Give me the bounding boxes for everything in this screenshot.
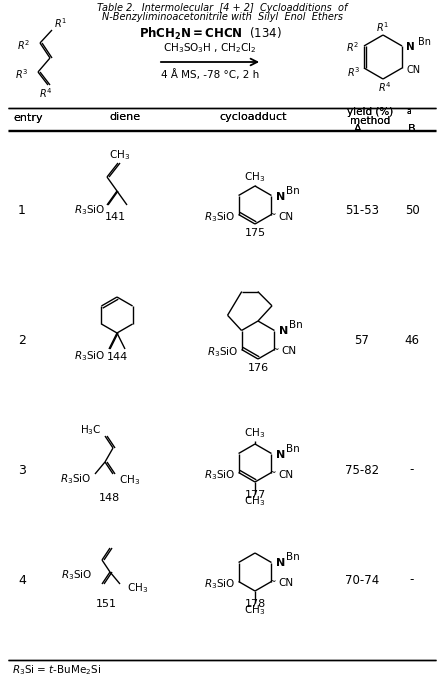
Text: yield (%): yield (%) — [347, 107, 393, 117]
Text: CH$_3$: CH$_3$ — [244, 494, 266, 508]
Text: ~: ~ — [269, 577, 276, 586]
Text: 70-74: 70-74 — [345, 573, 379, 586]
Text: 1: 1 — [18, 204, 26, 217]
Text: ~: ~ — [269, 468, 276, 477]
Text: 175: 175 — [245, 228, 266, 238]
Text: $R_3$SiO: $R_3$SiO — [207, 346, 238, 359]
Text: 4: 4 — [18, 573, 26, 586]
Text: -: - — [410, 573, 414, 586]
Text: ~: ~ — [269, 210, 276, 219]
Text: $R^4$: $R^4$ — [378, 80, 392, 94]
Text: a: a — [406, 108, 411, 117]
Text: yield (%): yield (%) — [347, 107, 393, 117]
Text: CH$_3$: CH$_3$ — [127, 581, 148, 595]
Text: cycloadduct: cycloadduct — [219, 112, 287, 122]
Text: CH$_3$: CH$_3$ — [244, 426, 266, 440]
Text: A: A — [354, 124, 362, 134]
Text: 4 Å MS, -78 °C, 2 h: 4 Å MS, -78 °C, 2 h — [161, 70, 259, 81]
Text: 177: 177 — [244, 490, 266, 500]
Text: Bn: Bn — [289, 320, 303, 331]
Text: $R^3$: $R^3$ — [15, 67, 28, 81]
Text: 46: 46 — [404, 333, 420, 346]
Text: $R_3$SiO: $R_3$SiO — [204, 469, 236, 482]
Text: A: A — [354, 124, 362, 134]
Text: $\mathbf{PhCH_2N{=}CHCN}$  (134): $\mathbf{PhCH_2N{=}CHCN}$ (134) — [139, 26, 281, 42]
Text: method: method — [350, 116, 390, 126]
Text: ~: ~ — [272, 345, 279, 354]
Text: 151: 151 — [95, 599, 116, 609]
Text: 57: 57 — [355, 333, 369, 346]
Text: $R_3$SiO: $R_3$SiO — [61, 568, 92, 582]
Text: CH$_3$: CH$_3$ — [109, 148, 131, 162]
Text: 178: 178 — [244, 599, 266, 609]
Text: CH$_3$: CH$_3$ — [244, 170, 266, 184]
Text: method: method — [350, 116, 390, 126]
Text: 176: 176 — [247, 363, 269, 373]
Text: CN: CN — [278, 469, 293, 480]
Text: $\rm{CH_3SO_3H}$ , $\rm{CH_2Cl_2}$: $\rm{CH_3SO_3H}$ , $\rm{CH_2Cl_2}$ — [163, 41, 257, 55]
Text: 148: 148 — [99, 493, 119, 503]
Text: Bn: Bn — [286, 186, 300, 195]
Text: CH$_3$: CH$_3$ — [119, 473, 140, 487]
Text: 144: 144 — [107, 352, 127, 362]
Text: CN: CN — [278, 578, 293, 589]
Text: $R^1$: $R^1$ — [377, 20, 389, 34]
Text: $R_3$SiO: $R_3$SiO — [204, 578, 236, 591]
Text: diene: diene — [109, 112, 141, 122]
Text: $R_3$SiO: $R_3$SiO — [204, 210, 236, 224]
Text: Bn: Bn — [286, 444, 300, 453]
Text: entry: entry — [13, 113, 43, 123]
Text: $R^2$: $R^2$ — [17, 38, 30, 52]
Text: cycloadduct: cycloadduct — [219, 112, 287, 122]
Text: $R_3$SiO: $R_3$SiO — [60, 472, 91, 486]
Text: N-Benzyliminoacetonitrile with  Silyl  Enol  Ethers: N-Benzyliminoacetonitrile with Silyl Eno… — [102, 12, 342, 22]
Text: $R^2$: $R^2$ — [346, 40, 359, 54]
Text: H$_3$C: H$_3$C — [80, 423, 102, 437]
Text: $R_3$SiO: $R_3$SiO — [74, 203, 105, 217]
Text: $R^3$: $R^3$ — [347, 65, 360, 79]
Text: CH$_3$: CH$_3$ — [244, 603, 266, 617]
Text: 50: 50 — [404, 204, 420, 217]
Text: $R^1$: $R^1$ — [54, 16, 67, 30]
Text: a: a — [406, 108, 411, 117]
Text: $R^4$: $R^4$ — [39, 86, 53, 100]
Text: N: N — [406, 42, 415, 52]
Text: CN: CN — [278, 212, 293, 221]
Text: CN: CN — [406, 65, 420, 75]
Text: $R_3$SiO: $R_3$SiO — [74, 349, 105, 363]
Text: 51-53: 51-53 — [345, 204, 379, 217]
Text: diene: diene — [109, 112, 141, 122]
Text: 2: 2 — [18, 333, 26, 346]
Text: Table 2.  Intermolecular  [4 + 2]  Cycloadditions  of: Table 2. Intermolecular [4 + 2] Cycloadd… — [97, 3, 347, 13]
Text: entry: entry — [13, 113, 43, 123]
Text: -: - — [410, 464, 414, 477]
Text: N: N — [277, 449, 285, 460]
Text: 141: 141 — [104, 212, 126, 222]
Text: $R_3$Si = $t$-BuMe$_2$Si: $R_3$Si = $t$-BuMe$_2$Si — [12, 663, 101, 677]
Text: 3: 3 — [18, 464, 26, 477]
Text: Bn: Bn — [418, 37, 431, 47]
Text: N: N — [277, 192, 285, 201]
Text: 75-82: 75-82 — [345, 464, 379, 477]
Text: B: B — [408, 124, 416, 134]
Text: Bn: Bn — [286, 553, 300, 562]
Text: N: N — [277, 558, 285, 569]
Text: B: B — [408, 124, 416, 134]
Text: N: N — [279, 326, 289, 337]
Text: CN: CN — [281, 346, 297, 357]
